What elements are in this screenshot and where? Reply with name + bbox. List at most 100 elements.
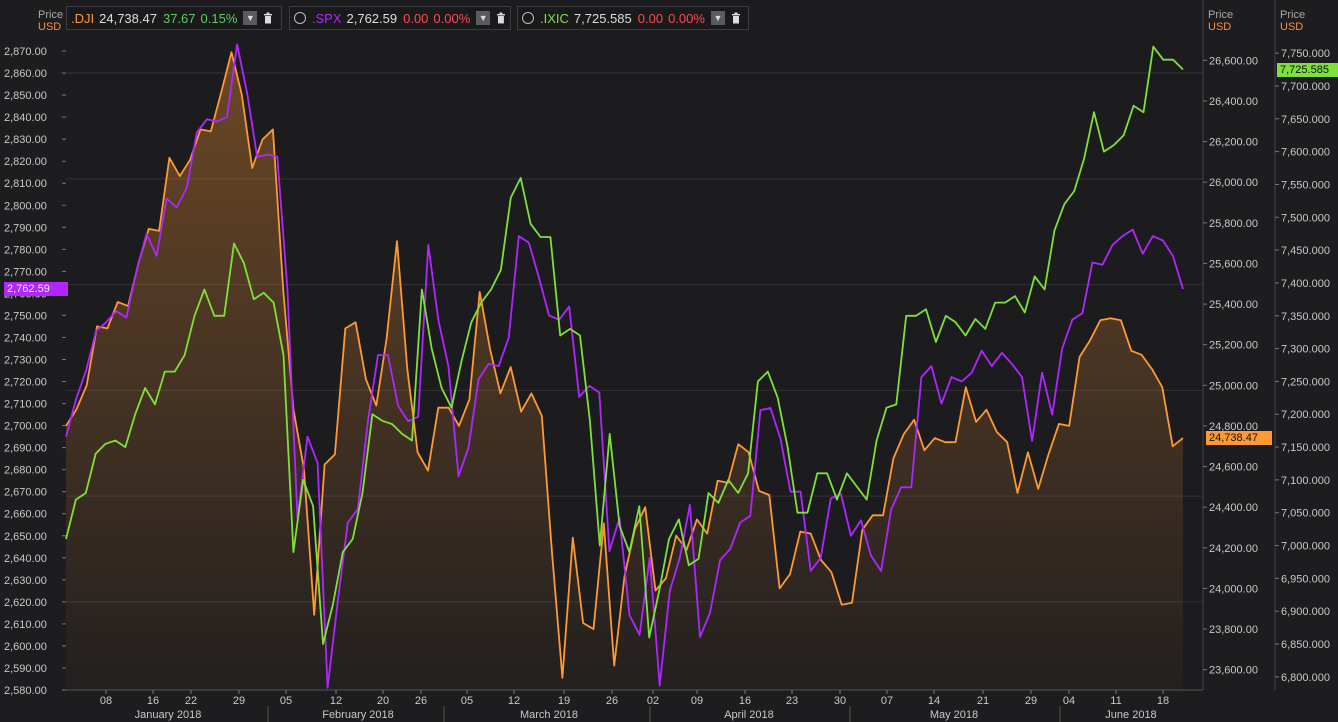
x-tick-label: 14 [928, 695, 940, 707]
legend-dji[interactable]: .DJI 24,738.47 37.67 0.15% ▼ [66, 6, 282, 30]
series-line-ixic [65, 45, 1184, 645]
dji-last-value-tag: 24,738.47 [1206, 431, 1272, 446]
left-tick-label: 2,730.00 [4, 354, 47, 366]
x-tick-label: 26 [415, 695, 427, 707]
x-tick-label: 09 [691, 695, 703, 707]
mid-tick-label: 26,400.00 [1209, 96, 1258, 108]
left-tick-label: 2,660.00 [4, 509, 47, 521]
left-axis: 2,870.00 2,860.00 2,850.00 2,840.00 2,830.00… [4, 46, 66, 697]
clock-icon [294, 12, 306, 24]
mid-tick-label: 24,000.00 [1209, 583, 1258, 595]
legend-ixic[interactable]: .IXIC 7,725.585 0.00 0.00% ▼ [517, 6, 749, 30]
ixic-symbol: .IXIC [540, 10, 569, 26]
x-tick-label: 04 [1063, 695, 1075, 707]
month-label: May 2018 [930, 709, 978, 721]
left-tick-label: 2,690.00 [4, 443, 47, 455]
mid-axis-unit-label: USD [1208, 21, 1232, 33]
left-axis-header: Price USD [38, 9, 63, 33]
chevron-down-icon[interactable]: ▼ [710, 11, 725, 25]
left-axis-unit-label: USD [38, 21, 62, 33]
mid-tick-label: 25,600.00 [1209, 258, 1258, 270]
mid-tick-label: 26,000.00 [1209, 177, 1258, 189]
x-tick-label: 08 [100, 695, 112, 707]
chevron-down-icon[interactable]: ▼ [476, 11, 491, 25]
left-tick-label: 2,820.00 [4, 156, 47, 168]
ixic-change: 0.00 [637, 10, 664, 26]
x-tick-label: 19 [558, 695, 570, 707]
left-tick-label: 2,770.00 [4, 266, 47, 278]
mid-tick-label: 24,800.00 [1209, 421, 1258, 433]
mid-axis: 26,600.00 26,400.00 26,200.00 26,000.00 25,8… [1202, 0, 1258, 690]
left-tick-label: 2,850.00 [4, 90, 47, 102]
series-line-spx [65, 43, 1184, 689]
right-tick-label: 7,400.000 [1281, 278, 1330, 290]
x-tick-label: 21 [977, 695, 989, 707]
dji-value: 24,738.47 [99, 10, 157, 26]
dji-pct: 0.15% [200, 10, 238, 26]
mid-tick-label: 24,400.00 [1209, 502, 1258, 514]
x-tick-label: 05 [461, 695, 473, 707]
series-lines [65, 43, 1184, 689]
spx-pct: 0.00% [433, 10, 471, 26]
dji-change: 37.67 [162, 10, 196, 26]
mid-tick-label: 26,600.00 [1209, 55, 1258, 67]
x-tick-label: 16 [739, 695, 751, 707]
left-tick-label: 2,700.00 [4, 421, 47, 433]
right-tick-label: 6,900.000 [1281, 606, 1330, 618]
left-tick-label: 2,800.00 [4, 200, 47, 212]
left-tick-label: 2,750.00 [4, 310, 47, 322]
mid-tick-label: 24,200.00 [1209, 543, 1258, 555]
left-axis-price-label: Price [38, 9, 64, 21]
left-tick-label: 2,590.00 [4, 663, 47, 675]
right-tick-label: 7,300.000 [1281, 344, 1330, 356]
left-tick-label: 2,620.00 [4, 597, 47, 609]
month-label: April 2018 [724, 709, 774, 721]
dji-area-fill [66, 52, 1183, 690]
spx-value: 2,762.59 [346, 10, 398, 26]
left-tick-label: 2,670.00 [4, 487, 47, 499]
month-label: March 2018 [520, 709, 578, 721]
x-tick-label: 20 [377, 695, 389, 707]
left-tick-label: 2,720.00 [4, 377, 47, 389]
right-tick-label: 7,150.000 [1281, 442, 1330, 454]
left-tick-label: 2,580.00 [4, 685, 47, 697]
left-tick-label: 2,710.00 [4, 399, 47, 411]
right-tick-label: 7,350.000 [1281, 311, 1330, 323]
mid-axis-header: Price USD [1208, 9, 1233, 33]
mid-tick-label: 25,400.00 [1209, 299, 1258, 311]
legend-spx[interactable]: .SPX 2,762.59 0.00 0.00% ▼ [289, 6, 511, 30]
chevron-down-icon[interactable]: ▼ [243, 11, 258, 25]
trash-icon[interactable] [263, 12, 273, 24]
right-axis-unit-label: USD [1280, 21, 1304, 33]
left-tick-label: 2,780.00 [4, 244, 47, 256]
right-tick-label: 6,800.000 [1281, 672, 1330, 684]
ixic-last-value-tag: 7,725.585 [1277, 62, 1338, 77]
left-tick-label: 2,610.00 [4, 619, 47, 631]
right-tick-label: 7,100.000 [1281, 475, 1330, 487]
trash-icon[interactable] [496, 12, 506, 24]
mid-tick-label: 23,800.00 [1209, 624, 1258, 636]
right-axis-header: Price USD [1280, 9, 1305, 33]
x-tick-label: 22 [185, 695, 197, 707]
right-tick-label: 7,200.000 [1281, 409, 1330, 421]
spx-change: 0.00 [403, 10, 429, 26]
x-axis: 08 16 22 29 05 12 20 26 05 12 19 26 02 09 16 23 30 07 14 21… [66, 689, 1203, 722]
x-tick-label: 02 [647, 695, 659, 707]
x-tick-label: 12 [330, 695, 342, 707]
x-tick-label: 29 [233, 695, 245, 707]
ixic-value: 7,725.585 [573, 10, 632, 26]
trash-icon[interactable] [731, 12, 741, 24]
mid-tick-label: 23,600.00 [1209, 665, 1258, 677]
dji-symbol: .DJI [71, 10, 95, 26]
x-tick-label: 18 [1157, 695, 1169, 707]
left-tick-label: 2,860.00 [4, 68, 47, 80]
left-tick-label: 2,790.00 [4, 222, 47, 234]
right-tick-label: 7,550.000 [1281, 179, 1330, 191]
x-tick-label: 05 [280, 695, 292, 707]
x-tick-label: 26 [606, 695, 618, 707]
left-tick-label: 2,830.00 [4, 134, 47, 146]
x-tick-label: 07 [881, 695, 893, 707]
x-tick-label: 30 [834, 695, 846, 707]
spx-last-value-tag: 2,762.59 [4, 281, 68, 296]
left-tick-label: 2,640.00 [4, 553, 47, 565]
